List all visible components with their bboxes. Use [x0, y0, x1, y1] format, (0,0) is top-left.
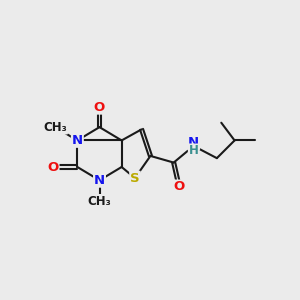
Text: N: N: [188, 136, 199, 149]
Text: O: O: [47, 160, 58, 173]
Text: CH₃: CH₃: [43, 121, 67, 134]
Text: O: O: [94, 101, 105, 114]
Text: CH₃: CH₃: [88, 195, 111, 208]
Text: S: S: [130, 172, 140, 184]
Text: N: N: [94, 174, 105, 187]
Text: H: H: [189, 144, 199, 157]
Text: N: N: [72, 134, 83, 147]
Text: O: O: [174, 180, 185, 194]
